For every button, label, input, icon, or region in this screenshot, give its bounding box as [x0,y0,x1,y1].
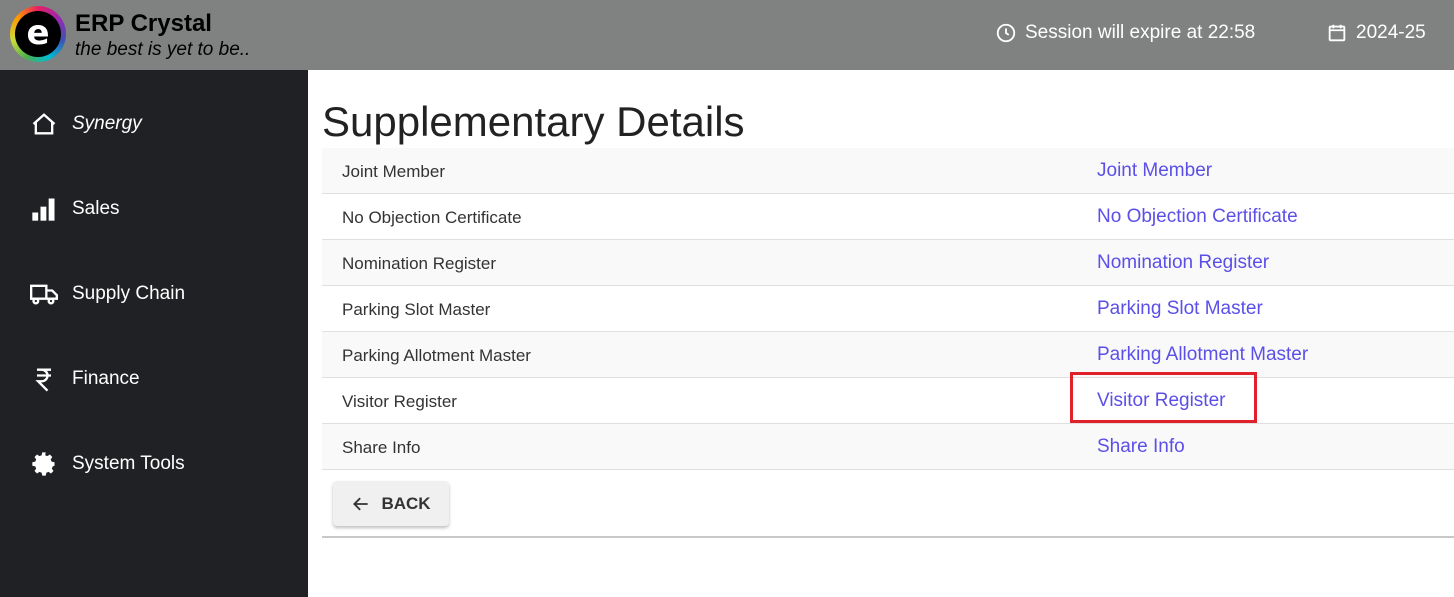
financial-year[interactable]: 2024-25 [1326,22,1426,44]
card-bottom-border [322,536,1454,538]
sidebar: Synergy Sales Supply Chain Finance Syste… [0,70,308,597]
details-table: Joint Member Joint Member No Objection Cer… [322,148,1454,470]
row-name: Nomination Register [342,254,497,273]
erp-crystal-logo: e [10,6,66,62]
highlight-box [1070,372,1257,423]
table-row: Joint Member Joint Member [322,148,1454,194]
brand-tagline: the best is yet to be.. [75,39,251,60]
sidebar-item-system-tools[interactable]: System Tools [30,450,185,478]
table-row: Parking Slot Master Parking Slot Master [322,286,1454,332]
row-link[interactable]: Nomination Register [1097,252,1270,273]
sidebar-item-supply-chain[interactable]: Supply Chain [30,280,185,308]
table-row: Share Info Share Info [322,424,1454,470]
page-title: Supplementary Details [322,98,745,145]
table-row: Visitor Register Visitor Register [322,378,1454,424]
home-icon [32,113,56,135]
row-link[interactable]: Parking Slot Master [1097,298,1263,319]
clock-icon [996,23,1016,43]
truck-icon [30,284,58,305]
row-link[interactable]: No Objection Certificate [1097,206,1298,227]
app-header: e ERP Crystal the best is yet to be.. Se… [0,0,1454,70]
table-row: Nomination Register Nomination Register [322,240,1454,286]
back-button[interactable]: BACK [333,481,449,526]
row-name: Parking Allotment Master [342,346,531,365]
sidebar-item-synergy[interactable]: Synergy [30,110,142,138]
bar-chart-icon [32,198,55,221]
row-name: No Objection Certificate [342,208,522,227]
arrow-left-icon [353,497,369,510]
row-name: Visitor Register [342,392,457,411]
gear-icon [32,452,55,476]
row-link[interactable]: Share Info [1097,436,1185,457]
row-link[interactable]: Joint Member [1097,160,1213,181]
table-row: No Objection Certificate No Objection Cer… [322,194,1454,240]
row-name: Share Info [342,438,421,457]
rupee-icon [35,368,51,392]
sidebar-item-sales[interactable]: Sales [30,195,120,223]
year-text: 2024-25 [1356,22,1426,43]
session-text: Session will expire at 22:58 [1025,22,1256,43]
sidebar-item-finance[interactable]: Finance [30,365,140,393]
calendar-icon [1328,24,1346,42]
row-name: Parking Slot Master [342,300,491,319]
brand-name: ERP Crystal [75,10,212,37]
row-name: Joint Member [342,162,445,181]
row-link[interactable]: Visitor Register [1097,390,1226,411]
table-row: Parking Allotment Master Parking Allotmen… [322,332,1454,378]
row-link[interactable]: Parking Allotment Master [1097,344,1309,365]
session-info: Session will expire at 22:58 [995,22,1255,44]
